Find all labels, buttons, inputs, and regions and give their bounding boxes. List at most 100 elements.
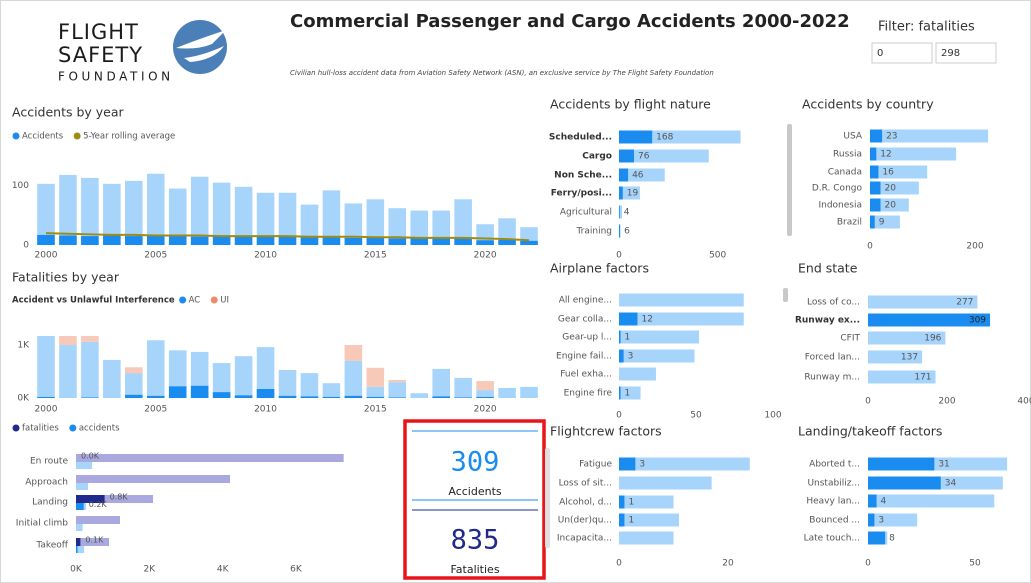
bar (619, 476, 712, 490)
x-tick-label: 0 (616, 411, 622, 421)
category-label: Fuel exha... (560, 370, 612, 380)
bar (59, 345, 77, 398)
bar (234, 186, 253, 245)
value-label: 0.0K (81, 452, 100, 461)
bar (146, 340, 165, 398)
highlight-bar (432, 396, 450, 398)
category-label: Agricultural (560, 208, 612, 218)
bar (520, 386, 538, 398)
bar (619, 312, 744, 326)
highlight-bar (81, 236, 99, 245)
legend-label: Accidents (22, 132, 64, 142)
x-tick-label: 0 (867, 242, 873, 252)
panel-title: Accidents by flight nature (550, 97, 711, 112)
category-label: Fatigue (579, 460, 612, 470)
filter-max-box[interactable] (935, 42, 997, 64)
value-label: 1 (628, 516, 634, 526)
highlight-bar (476, 240, 494, 245)
category-label: All engine... (559, 296, 612, 306)
highlight-bar (870, 215, 875, 229)
category-label: Canada (828, 168, 862, 178)
bar (619, 513, 679, 527)
category-label: Late touch... (804, 534, 860, 544)
bar (322, 190, 341, 245)
bar (454, 199, 472, 245)
bar (212, 182, 231, 245)
rolling-average-line (45, 232, 530, 242)
x-tick-label: 2010 (254, 405, 277, 415)
kpi-value: 309 (451, 447, 500, 478)
bar (619, 205, 622, 219)
x-tick-label: 2010 (254, 251, 277, 261)
scrollbar[interactable] (545, 448, 550, 548)
highlight-bar (168, 386, 187, 398)
bar (476, 381, 494, 391)
bar (410, 393, 429, 398)
category-label: Indonesia (818, 201, 862, 211)
highlight-bar (388, 397, 407, 398)
x-tick-label: 100 (764, 411, 781, 421)
x-tick-label: 0K (70, 565, 83, 575)
bar (868, 513, 918, 527)
filter-min[interactable]: 0 (877, 48, 883, 59)
bar (619, 386, 641, 400)
x-tick-label: 20 (722, 559, 734, 569)
filter-max[interactable]: 298 (941, 48, 960, 59)
bar (344, 360, 363, 398)
value-label: 16 (882, 168, 894, 178)
highlight-bar (619, 495, 625, 509)
bar (388, 379, 407, 383)
bar (619, 367, 656, 381)
category-label: Training (575, 227, 612, 237)
bar (76, 516, 120, 524)
highlight-bar (619, 513, 625, 527)
category-label: Approach (25, 478, 68, 488)
highlight-bar (212, 392, 231, 398)
legend-label: AC (189, 296, 201, 306)
highlight-bar (300, 396, 319, 398)
panel-title: Accidents by country (802, 97, 934, 112)
bar (256, 347, 275, 398)
bar (432, 368, 450, 398)
bar (278, 192, 297, 245)
legend-label: UI (220, 296, 229, 306)
x-tick-label: 2000 (35, 405, 58, 415)
filter-min-box[interactable] (871, 42, 933, 64)
x-tick-label: 0 (865, 559, 871, 569)
highlight-bar (868, 494, 877, 508)
category-label: Russia (833, 150, 862, 160)
highlight-bar (190, 385, 209, 398)
highlight-bar (168, 236, 187, 245)
category-label: Runway ex... (795, 316, 860, 326)
x-tick-label: 0 (616, 251, 622, 261)
value-label: 20 (885, 201, 897, 211)
bar (168, 188, 187, 245)
x-tick-label: 2K (144, 565, 157, 575)
highlight-bar (146, 234, 165, 245)
bar (344, 345, 363, 361)
scrollbar[interactable] (783, 288, 788, 302)
highlight-bar (868, 531, 886, 545)
value-label: 3 (639, 460, 645, 470)
legend-marker (12, 132, 20, 140)
highlight-bar (619, 149, 634, 163)
bar (76, 495, 153, 503)
scrollbar[interactable] (787, 124, 792, 236)
bar (76, 524, 83, 531)
bar (300, 373, 319, 398)
category-label: Initial climb (16, 519, 68, 529)
highlight-bar (278, 395, 297, 398)
category-label: CFIT (840, 334, 860, 344)
highlight-bar (619, 386, 621, 400)
highlight-bar (278, 236, 297, 245)
value-label: 1 (625, 333, 631, 343)
bar (388, 208, 407, 245)
x-tick-label: 400 (1017, 397, 1031, 407)
bar (868, 350, 923, 364)
highlight-bar (870, 147, 877, 161)
bar (146, 173, 165, 245)
y-tick-label: 1K (17, 341, 30, 351)
value-label: 0.8K (110, 493, 129, 502)
value-label: 1 (625, 389, 631, 399)
highlight-bar (81, 397, 99, 398)
